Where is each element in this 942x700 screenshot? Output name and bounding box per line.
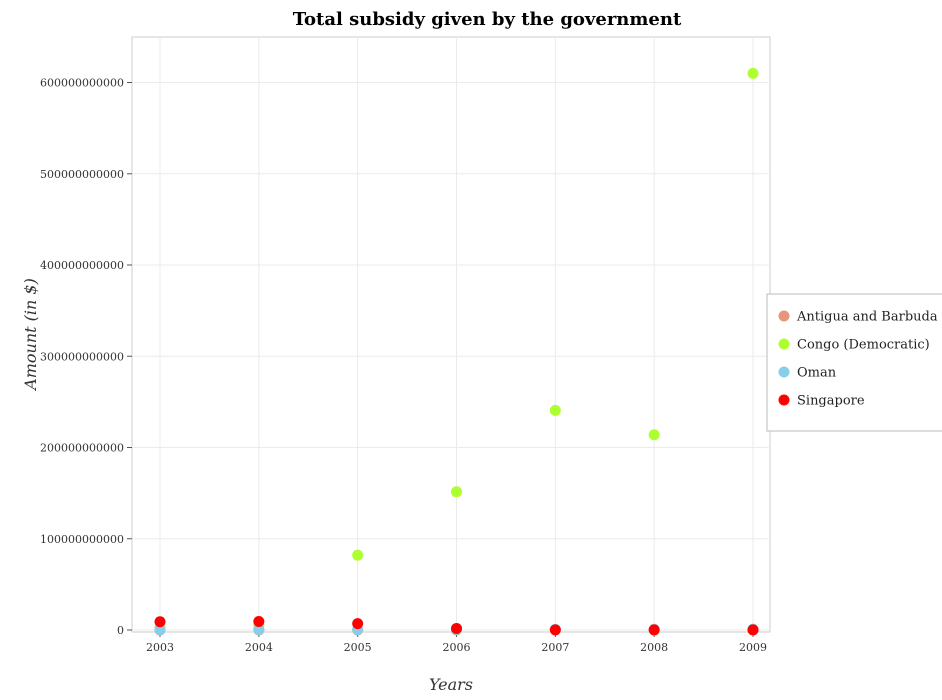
y-tick-label: 0 bbox=[117, 624, 124, 637]
point-congo-democratic bbox=[648, 429, 660, 441]
legend-marker bbox=[778, 394, 790, 406]
legend-label: Oman bbox=[797, 366, 837, 381]
legend-marker bbox=[778, 338, 790, 350]
legend-label: Antigua and Barbuda bbox=[796, 310, 938, 325]
x-tick-label: 2003 bbox=[146, 641, 174, 654]
y-axis: 0 100000000000 200000000000 300000000000 400… bbox=[40, 77, 132, 637]
point-singapore bbox=[253, 616, 265, 628]
point-singapore bbox=[747, 624, 759, 636]
legend-marker bbox=[778, 366, 790, 378]
y-tick-label: 600000000000 bbox=[40, 77, 124, 90]
y-axis-label: Amount (in $) bbox=[21, 278, 40, 392]
grid bbox=[132, 37, 770, 632]
x-tick-label: 2008 bbox=[640, 641, 668, 654]
point-congo-democratic bbox=[549, 404, 561, 416]
y-tick-label: 200000000000 bbox=[40, 442, 124, 455]
legend: Antigua and Barbuda Congo (Democratic) Oma… bbox=[766, 293, 942, 432]
chart-title: Total subsidy given by the government bbox=[293, 9, 682, 30]
x-tick-label: 2006 bbox=[443, 641, 471, 654]
point-congo-democratic bbox=[451, 486, 462, 498]
x-axis: 2003 2004 2005 2006 2007 2008 2009 bbox=[146, 632, 767, 654]
x-tick-label: 2004 bbox=[245, 641, 273, 654]
point-congo-democratic bbox=[352, 549, 364, 561]
y-tick-label: 400000000000 bbox=[40, 259, 124, 272]
x-axis-label: Years bbox=[429, 675, 473, 694]
x-tick-label: 2009 bbox=[739, 641, 767, 654]
point-oman bbox=[253, 624, 265, 636]
y-tick-label: 100000000000 bbox=[40, 533, 124, 546]
point-singapore bbox=[352, 618, 364, 630]
x-tick-label: 2005 bbox=[344, 641, 372, 654]
point-singapore bbox=[451, 622, 462, 634]
point-singapore bbox=[549, 624, 561, 636]
legend-box bbox=[766, 293, 942, 432]
x-tick-label: 2007 bbox=[541, 641, 569, 654]
point-singapore bbox=[648, 624, 660, 636]
point-singapore bbox=[154, 616, 166, 628]
point-congo-democratic bbox=[747, 67, 759, 79]
legend-marker bbox=[778, 310, 790, 322]
y-tick-label: 300000000000 bbox=[40, 350, 124, 363]
legend-label: Singapore bbox=[797, 394, 865, 409]
legend-label: Congo (Democratic) bbox=[797, 338, 930, 353]
y-tick-label: 500000000000 bbox=[40, 168, 124, 181]
plot-area bbox=[131, 36, 771, 633]
data-points bbox=[154, 67, 759, 636]
point-oman bbox=[154, 624, 166, 636]
